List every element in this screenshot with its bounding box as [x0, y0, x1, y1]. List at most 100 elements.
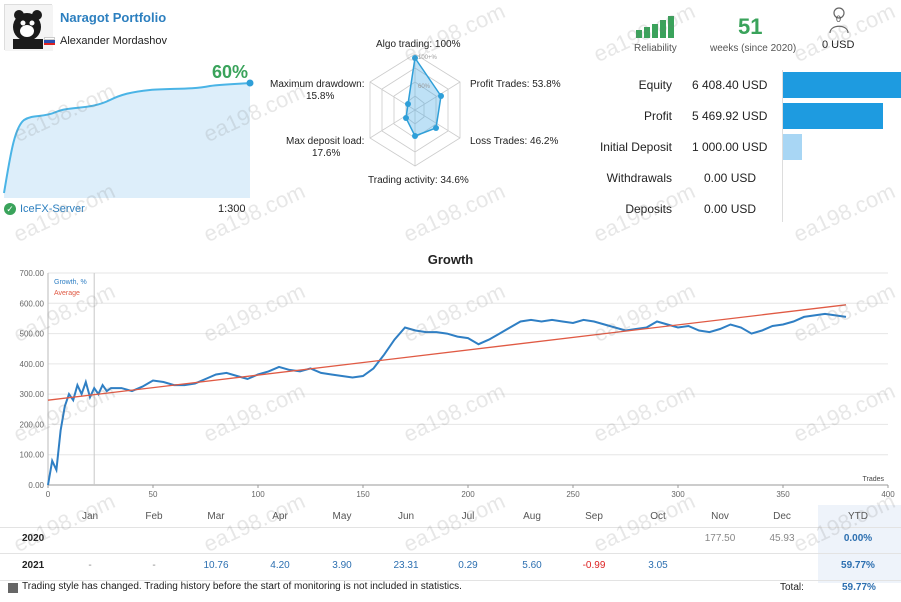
- equity-value: 6 408.40 USD: [692, 78, 768, 92]
- year-label: 2021: [22, 560, 45, 571]
- leverage: 1:300: [218, 203, 246, 215]
- year-label: 2020: [22, 533, 45, 544]
- month-header-aug: Aug: [523, 511, 541, 522]
- profit-label: Profit: [643, 109, 672, 123]
- legend-average: Average: [54, 290, 80, 297]
- growth-series-line: [47, 312, 847, 486]
- month-cell[interactable]: 4.20: [270, 560, 290, 571]
- month-cell[interactable]: 177.50: [704, 533, 736, 544]
- x-tick-label: 100: [251, 490, 265, 499]
- y-tick-label: 500.00: [20, 330, 45, 339]
- radar-axis-60: 60%: [418, 84, 431, 90]
- server-ok-icon: ✓: [4, 203, 16, 215]
- withdrawals-value: 0.00 USD: [704, 171, 757, 185]
- equity-bar: [783, 72, 901, 98]
- y-tick-label: 400.00: [20, 360, 45, 369]
- total-value: 59.77%: [842, 582, 876, 593]
- russia-flag-icon: [44, 37, 55, 45]
- month-cell[interactable]: 3.90: [332, 560, 352, 571]
- weeks-value: 51: [738, 14, 763, 39]
- month-header-dec: Dec: [773, 511, 791, 522]
- month-header-mar: Mar: [207, 511, 225, 522]
- watermark: ea198.com: [399, 178, 509, 247]
- month-cell[interactable]: -: [152, 560, 156, 571]
- month-header-may: May: [332, 511, 352, 522]
- radar-chart: 100+% 60%: [369, 53, 461, 167]
- owner-name[interactable]: Alexander Mordashov: [60, 35, 168, 47]
- initial-deposit-bar: [783, 134, 802, 160]
- stats-panel: Equity 6 408.40 USD Profit 5 469.92 USD …: [580, 70, 901, 230]
- equity-label: Equity: [638, 78, 672, 92]
- subscribers-value: 0 USD: [822, 39, 855, 51]
- radar-activity-label: Trading activity: 34.6%: [368, 175, 469, 186]
- legend-growth: Growth, %: [54, 279, 87, 286]
- month-header-sep: Sep: [585, 511, 603, 522]
- radar-axis-100: 100+%: [418, 55, 438, 61]
- month-header-feb: Feb: [145, 511, 163, 522]
- y-tick-label: 0.00: [28, 481, 44, 490]
- x-tick-label: 400: [881, 490, 895, 499]
- x-tick-label: 200: [461, 490, 475, 499]
- month-cell[interactable]: 59.77%: [841, 560, 875, 571]
- average-series-line: [47, 304, 847, 401]
- initial-deposit-value: 1 000.00 USD: [692, 140, 768, 154]
- x-axis-label: Trades: [862, 476, 884, 483]
- month-cell[interactable]: -: [88, 560, 92, 571]
- withdrawals-label: Withdrawals: [606, 171, 672, 185]
- month-header-nov: Nov: [711, 511, 729, 522]
- month-cell[interactable]: -0.99: [582, 560, 606, 571]
- month-cell[interactable]: 5.60: [522, 560, 542, 571]
- month-header-apr: Apr: [272, 511, 288, 522]
- profit-value: 5 469.92 USD: [692, 109, 768, 123]
- footer-note: Trading style has changed. Trading histo…: [22, 581, 462, 592]
- page-title[interactable]: Naragot Portfolio: [60, 10, 167, 25]
- month-cell[interactable]: 10.76: [203, 560, 229, 571]
- x-tick-label: 0: [46, 490, 51, 499]
- radar-drawdown-label: Maximum drawdown:: [270, 79, 365, 90]
- reliability-bars-icon: [636, 16, 678, 38]
- x-tick-label: 350: [776, 490, 790, 499]
- radar-algo-label: Algo trading: 100%: [376, 39, 461, 50]
- month-header-jun: Jun: [397, 511, 415, 522]
- radar-drawdown-value: 15.8%: [306, 91, 335, 102]
- total-label: Total:: [780, 582, 804, 593]
- month-cell[interactable]: 3.05: [648, 560, 668, 571]
- avatar[interactable]: [4, 4, 53, 51]
- radar-profit-trades-label: Profit Trades: 53.8%: [470, 79, 561, 90]
- month-header-jul: Jul: [461, 511, 475, 522]
- reliability-label: Reliability: [634, 43, 677, 54]
- month-cell[interactable]: 45.93: [769, 533, 795, 544]
- info-icon: [8, 583, 18, 593]
- deposits-label: Deposits: [625, 202, 672, 216]
- growth-title: Growth: [427, 252, 474, 267]
- month-cell[interactable]: 23.31: [393, 560, 419, 571]
- y-tick-label: 200.00: [20, 420, 45, 429]
- deposits-value: 0.00 USD: [704, 202, 757, 216]
- x-tick-label: 300: [671, 490, 685, 499]
- x-tick-label: 50: [149, 490, 158, 499]
- radar-loss-trades-label: Loss Trades: 46.2%: [470, 136, 559, 147]
- weeks-label: weeks (since 2020): [710, 43, 797, 54]
- server-name[interactable]: IceFX-Server: [20, 203, 85, 215]
- x-tick-label: 250: [566, 490, 580, 499]
- month-cell[interactable]: 0.00%: [843, 533, 873, 544]
- radar-deposit-load-value: 17.6%: [312, 148, 341, 159]
- percent-growth: 60%: [212, 62, 249, 82]
- x-tick-label: 150: [356, 490, 370, 499]
- y-tick-label: 100.00: [20, 451, 45, 460]
- month-cell[interactable]: 0.29: [458, 560, 478, 571]
- month-header-oct: Oct: [650, 511, 666, 522]
- y-tick-label: 700.00: [20, 269, 45, 278]
- initial-deposit-label: Initial Deposit: [599, 140, 672, 154]
- month-header-ytd: YTD: [848, 511, 868, 522]
- y-tick-label: 300.00: [20, 390, 45, 399]
- monthly-table: Jan Feb Mar Apr May Jun Jul Aug Sep Oct Nov Dec YTD …: [0, 505, 901, 583]
- subscribers-icon: [828, 6, 850, 34]
- subscribers-count: 0: [836, 14, 842, 24]
- growth-chart: 0.00 100.00 200.00 300.00 400.00 500.00 600.00…: [20, 269, 896, 499]
- mini-growth-chart: [3, 79, 254, 198]
- y-tick-label: 600.00: [20, 299, 45, 308]
- profit-bar: [783, 103, 883, 129]
- radar-deposit-load-label: Max deposit load:: [286, 136, 365, 147]
- month-header-jan: Jan: [81, 511, 99, 522]
